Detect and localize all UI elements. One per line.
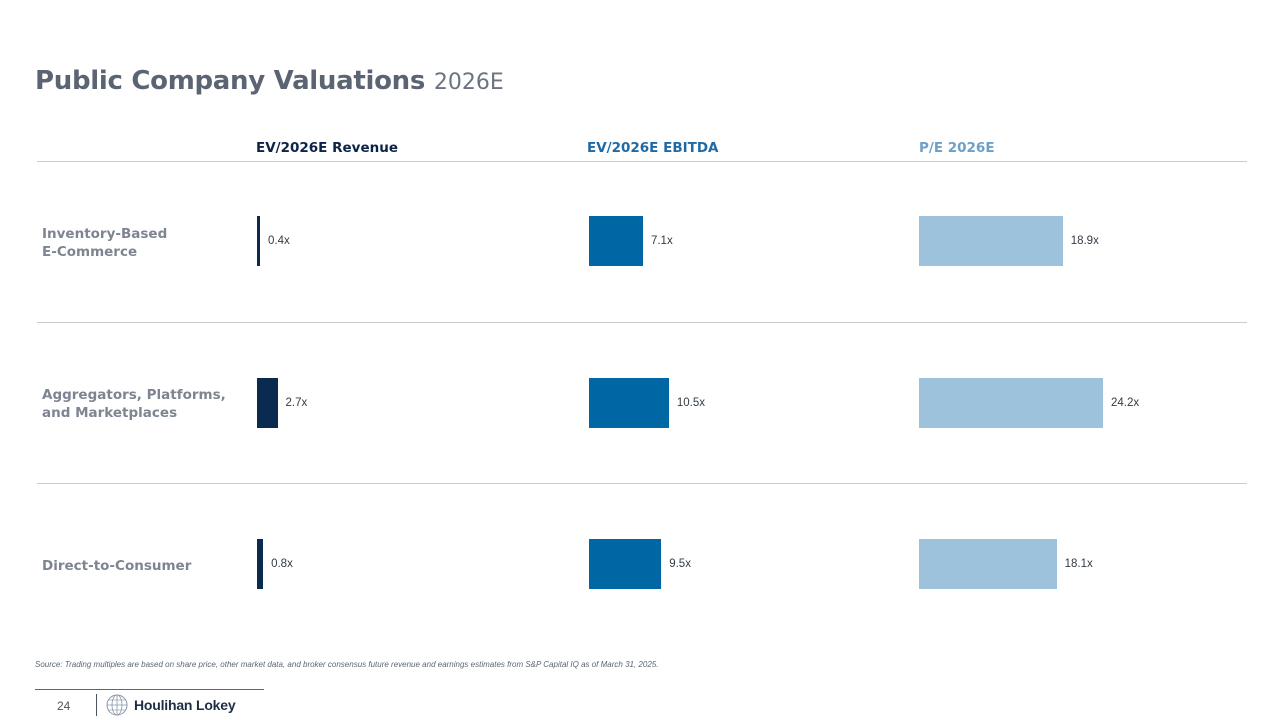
row-divider: [37, 322, 1247, 323]
bar: [589, 216, 643, 266]
bar: [257, 378, 278, 428]
column-header-ev-revenue: EV/2026E Revenue: [256, 140, 398, 156]
column-header-ev-ebitda: EV/2026E EBITDA: [587, 140, 719, 156]
brand-name: Houlihan Lokey: [134, 697, 236, 713]
page-title-main: Public Company Valuations: [35, 66, 426, 96]
bar: [257, 539, 264, 589]
bar-value-label: 2.7x: [285, 397, 308, 409]
column-header-pe: P/E 2026E: [919, 140, 995, 156]
footer-separator: [96, 694, 97, 716]
page-number: 24: [57, 699, 71, 713]
bar-value-label: 10.5x: [676, 397, 705, 409]
header-divider: [37, 161, 1247, 162]
bar: [919, 539, 1057, 589]
bar: [919, 378, 1103, 428]
row-label: Aggregators, Platforms, and Marketplaces: [42, 387, 226, 421]
page-title: Public Company Valuations 2026E: [35, 66, 504, 96]
bar: [589, 378, 669, 428]
bar-value-label: 0.8x: [271, 558, 293, 570]
bar-value-label: 0.4x: [268, 235, 290, 247]
bar-value-label: 9.5x: [669, 558, 691, 570]
bar-value-label: 18.1x: [1064, 558, 1093, 570]
row-label: Inventory-Based E-Commerce: [42, 226, 168, 260]
bar: [589, 539, 662, 589]
globe-logo-icon: [106, 694, 128, 716]
footer-divider: [35, 689, 264, 690]
bar-value-label: 7.1x: [650, 235, 673, 247]
bar: [919, 216, 1063, 266]
bar-value-label: 18.9x: [1070, 235, 1099, 247]
row-divider: [37, 483, 1247, 484]
source-note: Source: Trading multiples are based on s…: [35, 660, 659, 669]
row-label: Direct-to-Consumer: [42, 558, 192, 574]
bar: [257, 216, 261, 266]
bar-value-label: 24.2x: [1111, 397, 1140, 409]
page-title-suffix: 2026E: [433, 70, 504, 95]
